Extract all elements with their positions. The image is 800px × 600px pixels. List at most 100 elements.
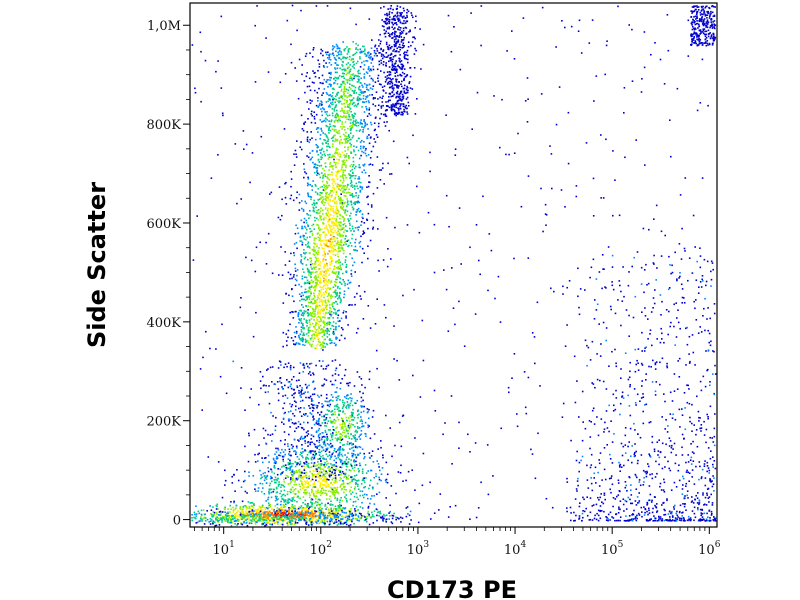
data-point xyxy=(704,503,706,506)
data-point xyxy=(294,488,297,490)
data-point xyxy=(695,433,697,436)
data-point xyxy=(627,496,630,499)
data-point xyxy=(644,511,646,514)
data-point xyxy=(342,399,344,402)
data-point xyxy=(447,14,450,17)
data-point xyxy=(242,130,245,132)
data-point xyxy=(615,362,617,365)
data-point xyxy=(618,280,621,282)
data-point xyxy=(687,19,690,22)
data-point xyxy=(309,494,311,496)
data-point xyxy=(257,460,259,462)
data-point xyxy=(345,407,348,409)
data-point xyxy=(310,318,313,320)
data-point xyxy=(331,302,334,304)
data-point xyxy=(338,453,341,455)
data-point xyxy=(333,490,335,492)
data-point xyxy=(564,26,566,29)
data-point xyxy=(248,512,250,514)
data-point xyxy=(300,259,303,261)
data-point xyxy=(294,461,296,463)
data-point xyxy=(337,132,339,134)
data-point xyxy=(339,486,342,488)
data-point xyxy=(454,148,457,150)
data-point xyxy=(632,316,635,319)
data-point xyxy=(354,249,357,251)
data-point xyxy=(695,319,698,321)
data-point xyxy=(348,514,350,517)
data-point xyxy=(704,329,706,332)
data-point xyxy=(619,508,621,511)
data-point xyxy=(276,518,278,521)
data-point xyxy=(338,199,341,202)
data-point xyxy=(220,512,222,515)
data-point xyxy=(326,439,329,441)
data-point xyxy=(240,367,243,369)
data-point xyxy=(216,518,218,521)
data-point xyxy=(684,495,686,497)
data-point xyxy=(612,150,614,152)
data-point xyxy=(265,263,268,265)
data-point xyxy=(360,396,363,399)
data-point xyxy=(349,524,352,526)
data-point xyxy=(304,511,307,514)
data-point xyxy=(336,310,339,312)
data-point xyxy=(407,513,409,515)
data-point xyxy=(398,517,400,520)
data-point xyxy=(288,519,291,522)
data-point xyxy=(364,124,367,126)
data-point xyxy=(324,400,327,403)
data-point xyxy=(343,444,345,446)
data-point xyxy=(676,87,679,90)
data-point xyxy=(344,396,346,398)
data-point xyxy=(339,189,342,191)
data-point xyxy=(367,510,370,513)
data-point xyxy=(252,335,255,338)
data-point xyxy=(270,488,272,490)
data-point xyxy=(693,483,696,485)
data-point xyxy=(291,511,294,514)
data-point xyxy=(684,250,686,252)
data-point xyxy=(309,210,311,212)
data-point xyxy=(368,164,370,166)
data-point xyxy=(316,501,319,504)
data-point xyxy=(644,471,647,473)
data-point xyxy=(666,365,668,367)
data-point xyxy=(215,517,217,520)
data-point xyxy=(255,514,257,516)
data-point xyxy=(363,457,365,460)
data-point xyxy=(390,485,393,487)
data-point xyxy=(295,508,298,510)
data-point xyxy=(303,312,305,314)
data-point xyxy=(641,511,643,513)
data-point xyxy=(322,120,324,123)
data-point xyxy=(335,171,338,173)
data-point xyxy=(202,509,205,511)
data-point xyxy=(607,513,610,516)
data-point xyxy=(319,508,321,510)
data-point xyxy=(239,514,242,516)
data-point xyxy=(305,458,307,461)
data-point xyxy=(359,211,361,213)
data-point xyxy=(347,140,349,142)
data-point xyxy=(330,311,333,313)
data-point xyxy=(429,170,431,173)
data-point xyxy=(336,524,339,526)
data-point xyxy=(212,514,215,517)
data-point xyxy=(323,464,325,466)
data-point xyxy=(623,464,625,467)
data-point xyxy=(336,416,339,419)
data-point xyxy=(335,191,338,193)
data-point xyxy=(637,502,639,504)
data-point xyxy=(319,486,321,488)
data-point xyxy=(696,395,698,398)
data-point xyxy=(326,197,328,200)
data-point xyxy=(290,519,292,522)
data-point xyxy=(315,268,317,271)
data-point xyxy=(323,477,326,479)
data-point xyxy=(282,302,285,304)
data-point xyxy=(298,517,300,519)
data-point xyxy=(661,518,664,520)
data-point xyxy=(618,461,620,464)
data-point xyxy=(339,499,341,501)
